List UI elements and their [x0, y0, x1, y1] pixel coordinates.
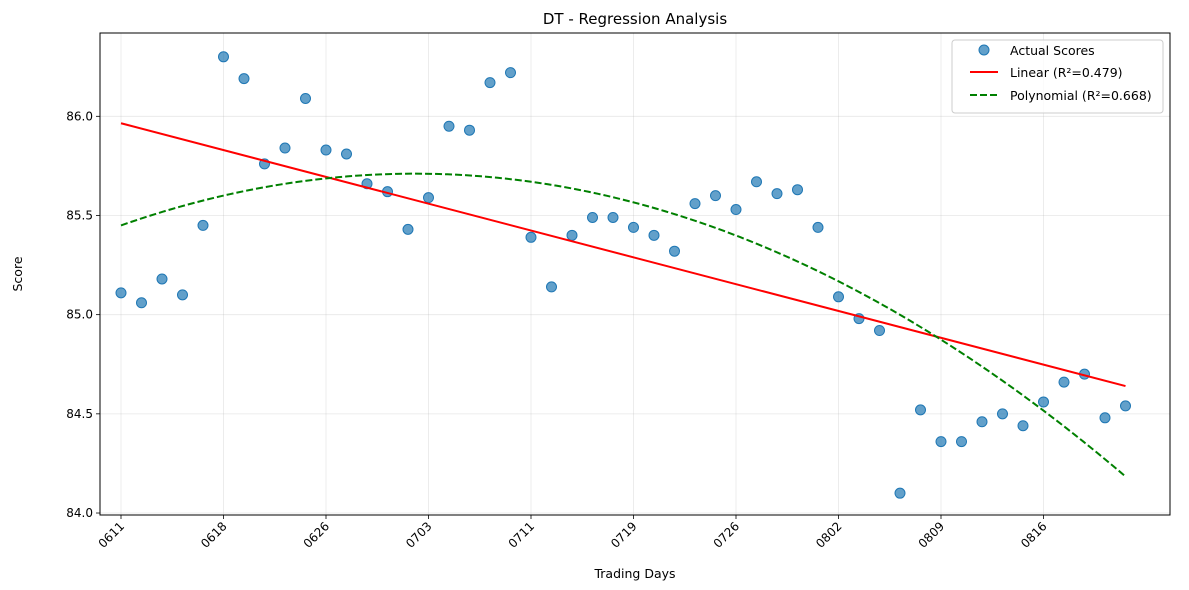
- data-point: [833, 291, 844, 303]
- legend-label-polynomial: Polynomial (R²=0.668): [1010, 88, 1152, 103]
- data-point: [669, 245, 680, 257]
- y-axis-title: Score: [10, 256, 25, 291]
- data-point: [587, 211, 598, 223]
- legend-label-linear: Linear (R²=0.479): [1010, 65, 1123, 80]
- data-point: [628, 221, 639, 233]
- data-point: [156, 273, 168, 285]
- plot-frame: [99, 32, 1171, 516]
- data-point: [566, 229, 578, 241]
- data-point: [1017, 420, 1029, 432]
- data-point: [710, 190, 721, 202]
- data-point: [197, 219, 209, 231]
- data-point: [115, 287, 127, 299]
- data-point: [443, 120, 455, 132]
- data-point: [136, 297, 147, 309]
- data-point: [238, 73, 250, 85]
- y-tick-label: 86.0: [66, 109, 93, 123]
- x-tick-label: 0711: [506, 519, 537, 550]
- data-point: [894, 487, 906, 499]
- grid-lines: [100, 33, 1170, 515]
- data-point: [771, 188, 783, 200]
- data-point: [505, 67, 516, 79]
- data-point: [218, 51, 229, 63]
- polynomial-fit-curve: [120, 172, 1127, 478]
- legend-label-actual-scores: Actual Scores: [1010, 43, 1095, 58]
- data-point: [935, 436, 947, 448]
- data-point: [546, 281, 557, 293]
- data-point: [300, 92, 311, 104]
- data-point: [976, 416, 988, 428]
- x-tick-label: 0809: [916, 519, 947, 550]
- legend: Actual Scores Linear (R²=0.479) Polynomi…: [951, 39, 1164, 114]
- data-point: [1099, 412, 1111, 424]
- data-point: [648, 229, 660, 241]
- y-axis: 84.0 84.5 85.0 85.5 86.0: [66, 109, 100, 520]
- linear-fit-line: [120, 122, 1126, 388]
- y-tick-label: 85.5: [66, 208, 93, 222]
- data-point: [751, 176, 762, 188]
- x-tick-label: 0719: [608, 519, 639, 550]
- x-tick-label: 0618: [198, 519, 229, 550]
- data-point: [402, 223, 414, 235]
- data-point: [792, 184, 803, 196]
- data-point: [423, 192, 434, 204]
- data-point: [607, 211, 619, 223]
- data-point: [689, 198, 701, 210]
- data-point: [1038, 396, 1049, 408]
- data-point: [874, 325, 885, 337]
- data-point: [177, 289, 188, 301]
- data-point: [1058, 376, 1070, 388]
- legend-box: [951, 39, 1164, 114]
- y-tick-label: 84.5: [66, 407, 93, 421]
- data-point: [341, 148, 352, 160]
- y-tick-label: 85.0: [66, 308, 93, 322]
- x-tick-label: 0611: [96, 519, 127, 550]
- data-point: [464, 124, 475, 136]
- data-point: [915, 404, 926, 416]
- data-point: [320, 144, 332, 156]
- data-point: [1120, 400, 1131, 412]
- x-axis: 0611 0618 0626 0703 0711 0719 0726 0802 0809 0816: [96, 515, 1050, 551]
- data-point: [730, 204, 742, 216]
- plot-traces: [115, 51, 1131, 499]
- chart-title: DT - Regression Analysis: [543, 10, 727, 28]
- x-tick-label: 0626: [301, 519, 332, 550]
- legend-marker-actual-scores: [978, 44, 990, 56]
- x-axis-title: Trading Days: [593, 566, 675, 581]
- data-point: [956, 436, 967, 448]
- data-point: [812, 221, 824, 233]
- x-tick-label: 0726: [711, 519, 742, 550]
- x-tick-label: 0816: [1018, 519, 1049, 550]
- x-tick-label: 0703: [403, 519, 434, 550]
- x-tick-label: 0802: [813, 519, 844, 550]
- data-point: [484, 77, 496, 89]
- y-tick-label: 84.0: [66, 506, 93, 520]
- data-point: [279, 142, 291, 154]
- data-point: [525, 231, 537, 243]
- data-point: [997, 408, 1008, 420]
